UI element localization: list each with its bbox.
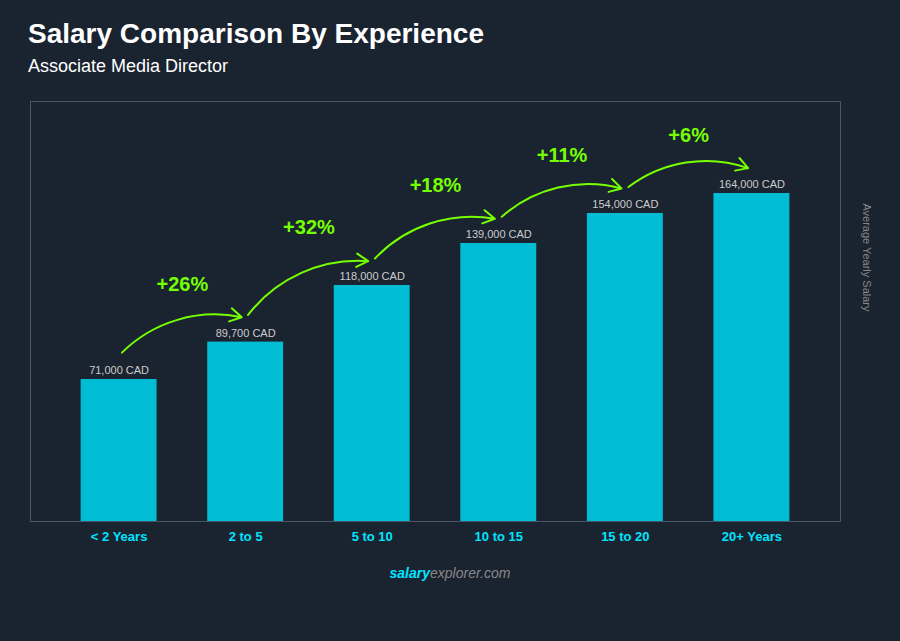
svg-text:< 2 Years: < 2 Years (91, 529, 148, 544)
svg-text:10 to 15: 10 to 15 (475, 529, 523, 544)
svg-text:139,000 CAD: 139,000 CAD (466, 228, 532, 240)
svg-text:20+ Years: 20+ Years (722, 529, 782, 544)
svg-text:164,000 CAD: 164,000 CAD (719, 178, 785, 190)
svg-text:5 to 10: 5 to 10 (352, 529, 393, 544)
html-text:Associate Media Director: Associate Media Director (28, 56, 229, 76)
svg-text:15 to 20: 15 to 20 (601, 529, 649, 544)
html-text:salary explorer.com: salary explorer.com (389, 565, 511, 581)
svg-text:71,000 CAD: 71,000 CAD (89, 364, 149, 376)
svg-text:118,000 CAD: 118,000 CAD (340, 270, 405, 282)
svg-text:2 to 5: 2 to 5 (229, 529, 263, 544)
svg-text:89,700 CAD: 89,700 CAD (216, 327, 276, 339)
svg-text:Average Yearly Salary: Average Yearly Salary (861, 203, 873, 312)
svg-text:154,000 CAD: 154,000 CAD (592, 198, 658, 210)
svg-text:+32%: +32% (283, 216, 335, 238)
svg-text:+18%: +18% (410, 174, 462, 196)
html-text:Salary Comparison By Experienc: Salary Comparison By Experience (28, 18, 484, 49)
svg-text:+11%: +11% (537, 144, 588, 166)
svg-text:+6%: +6% (668, 124, 709, 146)
svg-text:+26%: +26% (157, 273, 209, 295)
